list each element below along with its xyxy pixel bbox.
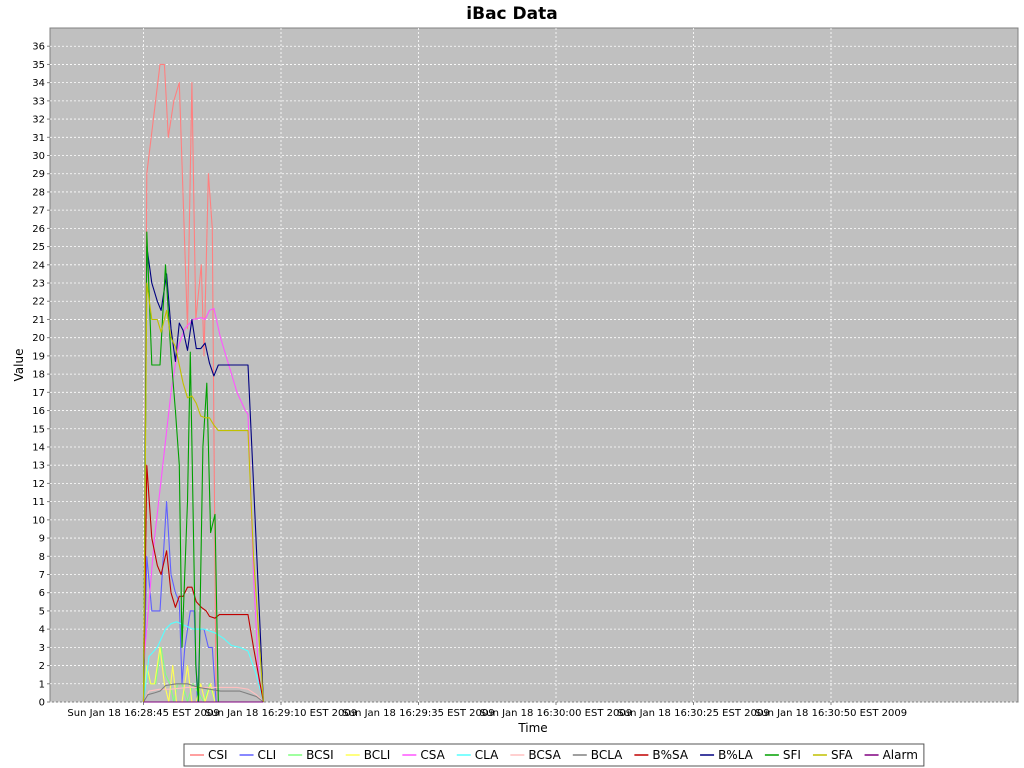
- x-tick-label: Sun Jan 18 16:30:00 EST 2009: [480, 708, 632, 719]
- y-tick-label: 15: [32, 424, 45, 435]
- series-line-bpctla: [142, 246, 264, 703]
- series-line-sfi: [142, 231, 219, 703]
- legend-item: SFA: [812, 748, 853, 762]
- legend-item: B%SA: [634, 748, 689, 762]
- series-line-csa: [142, 307, 264, 703]
- y-tick-label: 8: [39, 552, 45, 563]
- y-tick-label: 32: [32, 115, 45, 126]
- y-tick-label: 14: [32, 442, 45, 453]
- y-tick-label: 28: [32, 187, 45, 198]
- series-line-bcla: [143, 683, 264, 703]
- y-tick-label: 12: [32, 479, 45, 490]
- y-tick-label: 23: [32, 279, 45, 290]
- legend-item: Alarm: [864, 748, 918, 762]
- legend-label: BCLI: [364, 748, 391, 762]
- legend-item: BCSI: [288, 748, 334, 762]
- legend-label: B%SA: [652, 748, 688, 762]
- x-tick-label: Sun Jan 18 16:30:50 EST 2009: [755, 708, 907, 719]
- grid-lines: [50, 28, 1018, 703]
- y-tick-label: 7: [39, 570, 45, 581]
- y-tick-label: 9: [39, 534, 45, 545]
- y-tick-label: 4: [39, 625, 45, 636]
- plot-area: [49, 27, 1019, 703]
- legend-item: CLI: [239, 748, 277, 762]
- y-tick-label: 29: [32, 169, 45, 180]
- legend-label: CLA: [475, 748, 499, 762]
- y-tick-label: 6: [39, 588, 45, 599]
- y-tick-label: 19: [32, 351, 45, 362]
- y-tick-label: 36: [32, 42, 45, 53]
- y-tick-label: 33: [32, 96, 45, 107]
- x-tick-label: Sun Jan 18 16:29:10 EST 2009: [205, 708, 357, 719]
- y-tick-label: 26: [32, 224, 45, 235]
- y-axis-label: Value: [12, 349, 26, 382]
- y-tick-label: 0: [39, 698, 45, 709]
- y-tick-label: 22: [32, 297, 45, 308]
- legend-label: BCLA: [591, 748, 623, 762]
- x-tick-label: Sun Jan 18 16:30:25 EST 2009: [617, 708, 769, 719]
- y-tick-label: 25: [32, 242, 45, 253]
- legend-label: BCSI: [306, 748, 334, 762]
- series-line-bpctsa: [142, 464, 264, 703]
- y-tick-label: 21: [32, 315, 45, 326]
- x-tick-label: Sun Jan 18 16:29:35 EST 2009: [342, 708, 494, 719]
- y-tick-label: 1: [39, 679, 45, 690]
- legend-label: Alarm: [883, 748, 918, 762]
- legend-item: CSI: [190, 748, 228, 762]
- series-line-csi: [142, 63, 217, 703]
- y-tick-label: 24: [32, 260, 45, 271]
- y-tick-label: 2: [39, 661, 45, 672]
- y-tick-label: 30: [32, 151, 45, 162]
- legend: CSI CLI BCSI BCLI CSA CLA BCSA BCLA B%SA B%LA SFI S…: [183, 743, 925, 767]
- y-tick-label: 31: [32, 133, 45, 144]
- legend-label: SFI: [783, 748, 801, 762]
- y-tick-label: 20: [32, 333, 45, 344]
- legend-item: BCLI: [345, 748, 391, 762]
- series-line-bcsa: [143, 686, 264, 703]
- legend-box: [183, 743, 925, 767]
- y-tick-label: 17: [32, 388, 45, 399]
- y-tick-label: 34: [32, 78, 45, 89]
- y-tick-label: 5: [39, 606, 45, 617]
- legend-label: CLI: [258, 748, 277, 762]
- legend-item: BCSA: [510, 748, 562, 762]
- x-axis-label: Time: [517, 721, 547, 735]
- legend-item: CLA: [456, 748, 499, 762]
- series-line-cla: [142, 621, 264, 703]
- y-tick-label: 10: [32, 515, 45, 526]
- y-tick-label: 3: [39, 643, 45, 654]
- y-tick-label: 35: [32, 60, 45, 71]
- y-tick-label: 27: [32, 206, 45, 217]
- chart-title: iBac Data: [466, 4, 557, 24]
- legend-label: BCSA: [528, 748, 561, 762]
- y-tick-label: 11: [32, 497, 45, 508]
- legend-label: CSA: [420, 748, 445, 762]
- x-tick-label: Sun Jan 18 16:28:45 EST 2009: [67, 708, 219, 719]
- legend-item: B%LA: [700, 748, 754, 762]
- legend-item: CSA: [402, 748, 446, 762]
- legend-label: CSI: [208, 748, 228, 762]
- y-tick-label: 18: [32, 370, 45, 381]
- legend-item: BCLA: [572, 748, 623, 762]
- series-line-cli: [142, 501, 217, 703]
- y-tick-label: 16: [32, 406, 45, 417]
- y-axis-ticks: 0123456789101112131415161718192021222324…: [32, 42, 50, 709]
- legend-label: SFA: [831, 748, 853, 762]
- y-tick-label: 13: [32, 461, 45, 472]
- legend-label: B%LA: [718, 748, 754, 762]
- legend-item: SFI: [764, 748, 801, 762]
- series-lines: [142, 63, 264, 703]
- series-line-sfa: [142, 282, 264, 703]
